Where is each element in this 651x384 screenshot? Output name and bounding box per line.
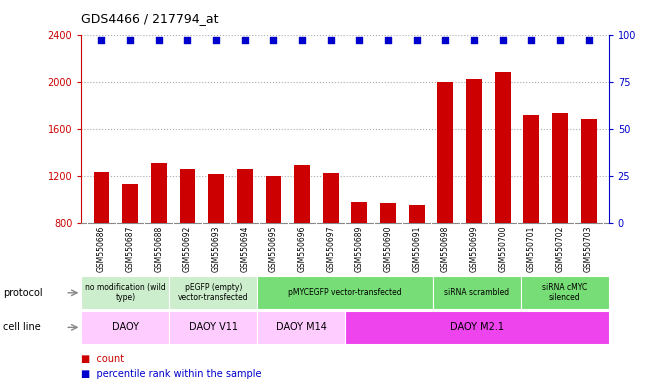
Text: GSM550687: GSM550687 — [126, 225, 135, 272]
Bar — [257, 276, 433, 309]
Point — [555, 37, 565, 43]
Text: ■  count: ■ count — [81, 354, 124, 364]
Point — [268, 37, 279, 43]
Bar — [345, 311, 609, 344]
Point — [125, 37, 135, 43]
Bar — [257, 311, 345, 344]
Bar — [552, 113, 568, 317]
Point — [411, 37, 422, 43]
Text: GDS4466 / 217794_at: GDS4466 / 217794_at — [81, 12, 219, 25]
Point — [497, 37, 508, 43]
Bar — [437, 82, 453, 317]
Point — [383, 37, 393, 43]
Text: GSM550700: GSM550700 — [498, 225, 507, 272]
Text: DAOY M14: DAOY M14 — [275, 322, 327, 333]
Bar — [81, 311, 169, 344]
Point — [96, 37, 107, 43]
Bar — [151, 163, 167, 317]
Text: GSM550689: GSM550689 — [355, 225, 364, 272]
Point — [211, 37, 221, 43]
Bar — [380, 203, 396, 317]
Text: DAOY V11: DAOY V11 — [189, 322, 238, 333]
Text: DAOY: DAOY — [112, 322, 139, 333]
Point — [297, 37, 307, 43]
Bar — [266, 176, 281, 317]
Bar — [180, 169, 195, 317]
Bar — [237, 169, 253, 317]
Text: ■  percentile rank within the sample: ■ percentile rank within the sample — [81, 369, 262, 379]
Text: cell line: cell line — [3, 322, 41, 333]
Text: protocol: protocol — [3, 288, 43, 298]
Bar — [122, 184, 138, 317]
Text: GSM550686: GSM550686 — [97, 225, 106, 272]
Point — [182, 37, 193, 43]
Bar — [352, 202, 367, 317]
Bar — [294, 165, 310, 317]
Bar — [466, 79, 482, 317]
Text: GSM550699: GSM550699 — [469, 225, 478, 272]
Text: GSM550695: GSM550695 — [269, 225, 278, 272]
Point — [440, 37, 450, 43]
Text: DAOY M2.1: DAOY M2.1 — [450, 322, 504, 333]
Text: siRNA cMYC
silenced: siRNA cMYC silenced — [542, 283, 587, 303]
Text: GSM550702: GSM550702 — [555, 225, 564, 272]
Bar — [169, 276, 257, 309]
Text: GSM550703: GSM550703 — [584, 225, 593, 272]
Bar — [81, 276, 169, 309]
Text: GSM550693: GSM550693 — [212, 225, 221, 272]
Point — [526, 37, 536, 43]
Text: GSM550692: GSM550692 — [183, 225, 192, 272]
Point — [326, 37, 336, 43]
Bar — [521, 276, 609, 309]
Bar — [323, 173, 339, 317]
Text: siRNA scrambled: siRNA scrambled — [444, 288, 510, 297]
Text: no modification (wild
type): no modification (wild type) — [85, 283, 166, 303]
Bar — [433, 276, 521, 309]
Text: GSM550691: GSM550691 — [412, 225, 421, 272]
Text: GSM550701: GSM550701 — [527, 225, 536, 272]
Point — [240, 37, 250, 43]
Text: GSM550690: GSM550690 — [383, 225, 393, 272]
Bar — [208, 174, 224, 317]
Bar — [523, 114, 539, 317]
Text: GSM550697: GSM550697 — [326, 225, 335, 272]
Point — [354, 37, 365, 43]
Text: GSM550688: GSM550688 — [154, 225, 163, 271]
Text: pEGFP (empty)
vector-transfected: pEGFP (empty) vector-transfected — [178, 283, 249, 303]
Point — [154, 37, 164, 43]
Text: GSM550696: GSM550696 — [298, 225, 307, 272]
Bar — [409, 205, 424, 317]
Text: GSM550694: GSM550694 — [240, 225, 249, 272]
Bar — [169, 311, 257, 344]
Point — [583, 37, 594, 43]
Point — [469, 37, 479, 43]
Bar — [94, 172, 109, 317]
Bar — [581, 119, 596, 317]
Bar — [495, 72, 510, 317]
Text: pMYCEGFP vector-transfected: pMYCEGFP vector-transfected — [288, 288, 402, 297]
Text: GSM550698: GSM550698 — [441, 225, 450, 272]
